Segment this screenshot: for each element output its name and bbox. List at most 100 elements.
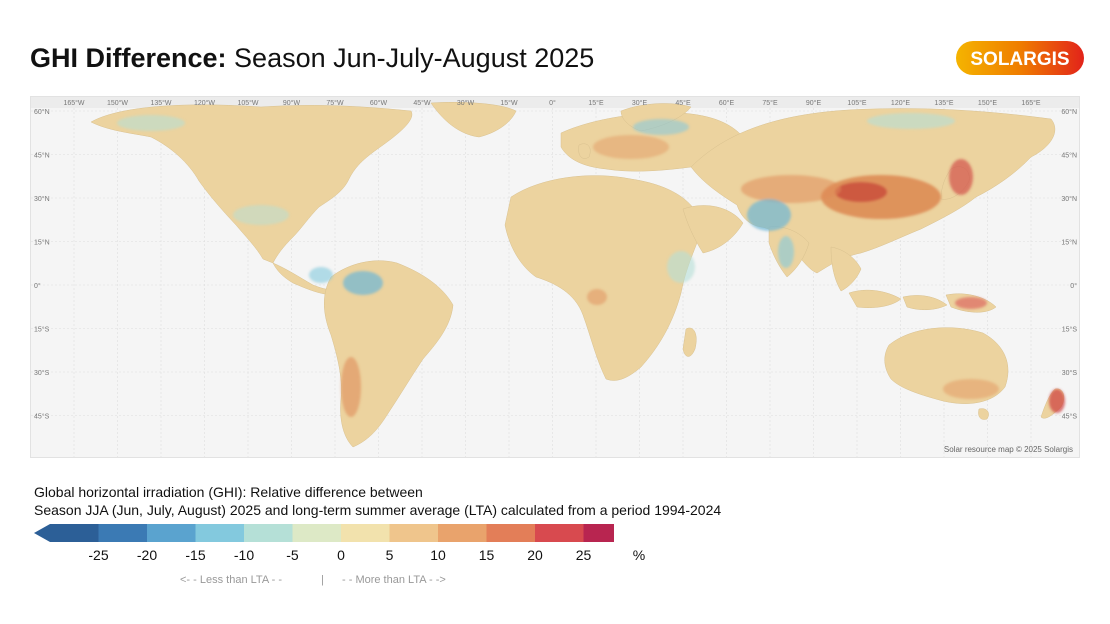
legend-desc-line2: Season JJA (Jun, July, August) 2025 and …	[34, 502, 722, 518]
legend-tick-label: -25	[88, 547, 109, 563]
legend-swatch	[389, 524, 439, 542]
longitude-label: 105°E	[847, 99, 866, 107]
legend-swatch	[438, 524, 487, 542]
longitude-label: 45°E	[675, 99, 691, 107]
logo-text: SOLARGIS	[970, 49, 1069, 70]
landmasses	[90, 102, 1065, 448]
longitude-label: 75°W	[326, 99, 344, 107]
legend-tick-label: -5	[286, 547, 299, 563]
central-america-negative	[309, 267, 333, 283]
tasmania	[978, 408, 989, 420]
world-map: 165°W 150°W 135°W 120°W 105°W 90°W 75°W 60°W 45°…	[30, 96, 1080, 458]
india-east-negative	[778, 236, 794, 268]
north-america	[90, 104, 413, 264]
africa	[504, 175, 704, 381]
latitude-label: 30°N	[1061, 195, 1077, 203]
latitude-label: 15°S	[34, 326, 50, 334]
japan-positive	[949, 159, 973, 195]
madagascar	[682, 327, 697, 357]
longitude-label: 135°W	[150, 99, 171, 107]
longitude-label: 105°W	[237, 99, 258, 107]
indonesia	[848, 289, 948, 310]
legend-tick-label: 5	[385, 547, 394, 563]
latitude-label: 45°N	[34, 152, 50, 160]
legend-left-arrow	[34, 524, 50, 542]
latitude-label: 30°S	[1062, 369, 1078, 377]
europe-positive	[593, 135, 669, 159]
latitude-label: 45°S	[34, 413, 50, 421]
legend-swatch	[98, 524, 148, 542]
latitude-label: 15°S	[1062, 326, 1078, 334]
longitude-labels: 165°W 150°W 135°W 120°W 105°W 90°W 75°W 60°W 45°…	[63, 99, 1040, 107]
latitude-label: 45°S	[1062, 413, 1078, 421]
legend-tick-label: 25	[575, 547, 592, 563]
longitude-label: 120°E	[891, 99, 910, 107]
legend-tick-label: -15	[185, 547, 206, 563]
more-than-lta-label: - - More than LTA - ->	[342, 574, 446, 586]
south-america	[324, 260, 454, 448]
legend-unit: %	[632, 547, 646, 563]
latitude-label: 45°N	[1061, 152, 1077, 160]
latitude-label: 30°S	[34, 369, 50, 377]
longitude-label: 120°W	[194, 99, 215, 107]
legend-swatch	[244, 524, 293, 542]
indochina	[830, 246, 862, 292]
longitude-label: 30°E	[632, 99, 648, 107]
less-than-lta-label: <- - Less than LTA - -	[180, 574, 282, 586]
siberia-negative	[867, 113, 955, 129]
legend-tick-label: -10	[233, 547, 255, 563]
title-rest: Season Jun-July-August 2025	[226, 43, 595, 73]
latitude-label: 0°	[34, 282, 41, 290]
longitude-label: 165°E	[1021, 99, 1040, 107]
legend-tick-label: -20	[136, 547, 158, 563]
longitude-label: 90°E	[806, 99, 822, 107]
legend-tick-label: 20	[527, 547, 543, 563]
legend-description: Global horizontal irradiation (GHI): Rel…	[34, 483, 721, 519]
greenland	[430, 102, 517, 138]
south-australia-positive	[943, 379, 999, 399]
new-zealand-positive	[1049, 389, 1065, 413]
top-label-band	[31, 97, 1079, 108]
british-isles	[578, 143, 591, 159]
legend-tick-label: 15	[478, 547, 495, 563]
alaska-negative	[117, 115, 185, 131]
east-africa-negative	[667, 251, 695, 283]
andes-positive	[341, 357, 361, 417]
amazon-negative	[343, 271, 383, 295]
longitude-label: 165°W	[63, 99, 84, 107]
map-canvas: 165°W 150°W 135°W 120°W 105°W 90°W 75°W 60°W 45°…	[31, 97, 1079, 457]
latitude-label: 15°N	[1061, 239, 1077, 247]
latitude-label: 0°	[1070, 282, 1077, 290]
latitude-label: 15°N	[34, 239, 50, 247]
longitude-label: 60°E	[719, 99, 735, 107]
legend-swatch	[535, 524, 584, 542]
legend-swatch	[292, 524, 342, 542]
india-negative	[747, 199, 791, 231]
map-credit: Solar resource map © 2025 Solargis	[943, 445, 1073, 454]
legend-desc-line1: Global horizontal irradiation (GHI): Rel…	[34, 484, 423, 500]
legend-colorbar	[34, 524, 614, 542]
page-title: GHI Difference: Season Jun-July-August 2…	[30, 40, 594, 76]
longitude-label: 150°E	[978, 99, 997, 107]
longitude-label: 60°W	[370, 99, 388, 107]
longitude-label: 15°W	[500, 99, 518, 107]
title-bold: GHI Difference:	[30, 43, 227, 73]
legend-swatch	[583, 524, 614, 542]
longitude-label: 90°W	[283, 99, 301, 107]
usa-south-negative	[233, 205, 289, 225]
longitude-label: 15°E	[588, 99, 604, 107]
legend-tick-label: 0	[337, 547, 345, 563]
arabia	[682, 205, 744, 254]
latitude-label: 60°N	[1061, 108, 1077, 116]
legend-swatch	[195, 524, 245, 542]
longitude-label: 75°E	[762, 99, 778, 107]
central-africa-positive	[587, 289, 607, 305]
longitude-label: 45°W	[413, 99, 431, 107]
papua-positive	[955, 297, 987, 309]
longitude-label: 135°E	[934, 99, 953, 107]
central-asia-positive	[741, 175, 841, 203]
latitude-labels: 60°N 60°N 45°N 45°N 30°N 30°N 15°N 15°N 0° 0° 15°S…	[34, 108, 1077, 421]
longitude-label: 30°W	[457, 99, 475, 107]
legend-swatch	[147, 524, 196, 542]
china-strong-positive	[835, 182, 887, 202]
